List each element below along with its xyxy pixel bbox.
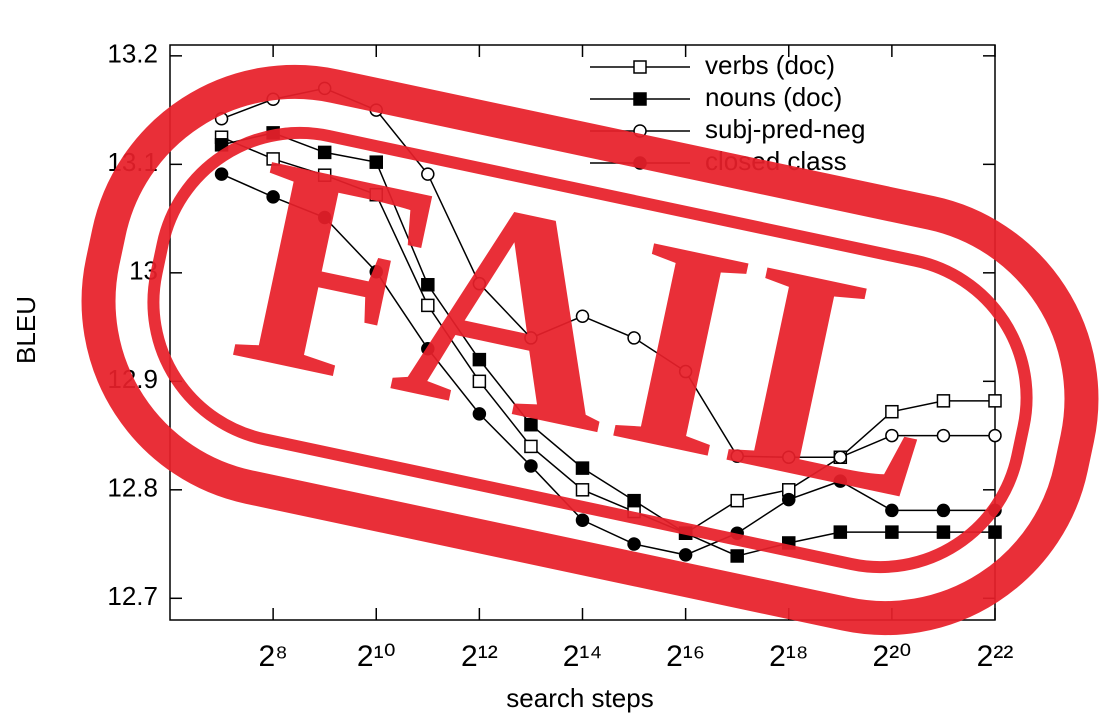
y-tick-label: 13.2	[107, 39, 158, 69]
point	[216, 168, 228, 180]
y-tick-label: 12.7	[107, 581, 158, 611]
y-tick-label: 12.8	[107, 473, 158, 503]
legend-label: nouns (doc)	[705, 82, 842, 112]
point	[937, 430, 949, 442]
legend-label: subj-pred-neg	[705, 114, 865, 144]
point	[731, 550, 743, 562]
legend-label: verbs (doc)	[705, 50, 835, 80]
point	[989, 430, 1001, 442]
point	[628, 538, 640, 550]
point	[989, 395, 1001, 407]
legend-marker	[634, 93, 646, 105]
x-tick-label: 2¹⁰	[357, 640, 396, 673]
point	[577, 514, 589, 526]
chart: 12.712.812.91313.113.22⁸2¹⁰2¹²2¹⁴2¹⁶2¹⁸2…	[0, 0, 1103, 721]
x-tick-label: 2⁸	[258, 640, 287, 673]
x-axis-label: search steps	[506, 683, 653, 713]
point	[937, 526, 949, 538]
x-tick-label: 2¹⁶	[666, 640, 705, 673]
point	[937, 504, 949, 516]
point	[680, 549, 692, 561]
point	[989, 526, 1001, 538]
x-tick-label: 2¹⁸	[769, 640, 808, 673]
x-tick-label: 2²²	[977, 640, 1014, 673]
y-axis-label: BLEU	[11, 296, 41, 364]
legend-marker	[634, 61, 646, 73]
x-tick-label: 2¹⁴	[563, 640, 603, 673]
x-tick-label: 2¹²	[461, 640, 498, 673]
x-tick-label: 2²⁰	[873, 640, 912, 673]
